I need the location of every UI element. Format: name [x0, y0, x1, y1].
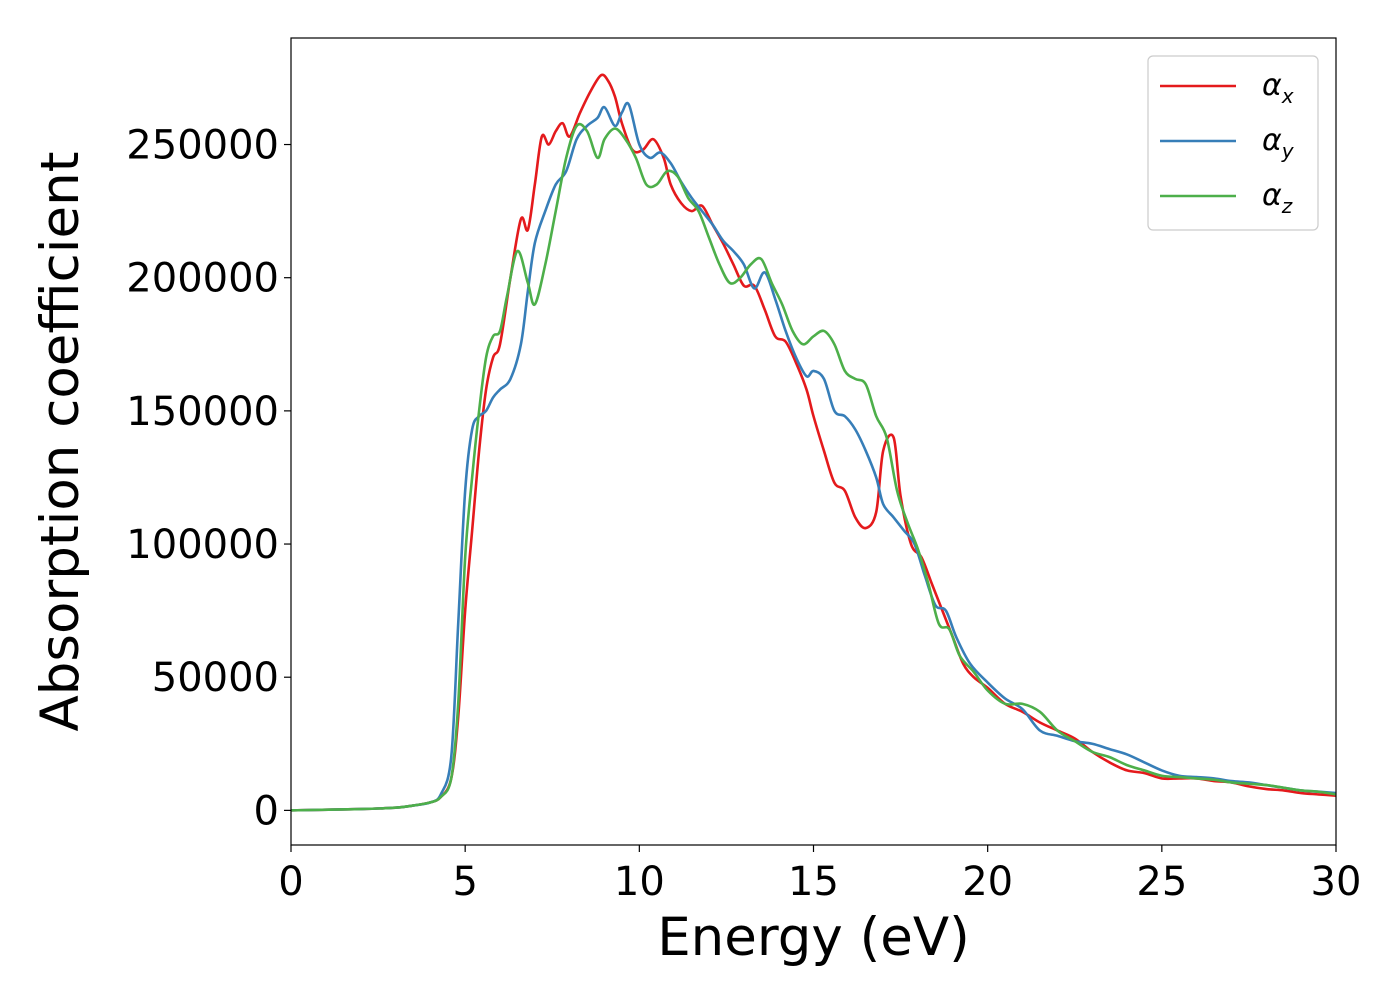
y-tick-label: 200000: [126, 256, 279, 302]
series-line-z: [290, 122, 1337, 812]
y-tick-label: 250000: [126, 123, 279, 169]
legend-box: [1147, 55, 1319, 231]
y-tick-label: 0: [254, 788, 279, 834]
x-tick-label: 5: [452, 859, 477, 905]
x-axis-title: Energy (eV): [657, 907, 970, 968]
y-axis-title: Absorption coefficient: [30, 152, 91, 732]
x-tick-label: 0: [278, 859, 303, 905]
y-tick-label: 100000: [126, 522, 279, 568]
legend-label-x: αx: [1262, 68, 1294, 108]
x-tick-label: 20: [962, 859, 1013, 905]
y-axis: 0 50000 100000 150000 200000 250000: [126, 123, 291, 834]
series-line-y: [290, 101, 1337, 812]
x-tick-label: 25: [1136, 859, 1187, 905]
x-tick-label: 10: [614, 859, 665, 905]
x-tick-label: 15: [788, 859, 839, 905]
legend-label-z: αz: [1262, 178, 1293, 218]
y-tick-label: 50000: [152, 655, 279, 701]
x-axis: 0 5 10 15 20 25 30: [278, 845, 1361, 905]
x-tick-label: 30: [1311, 859, 1362, 905]
y-tick-label: 150000: [126, 389, 279, 435]
legend-label-y: αy: [1262, 123, 1295, 163]
plot-lines: [290, 73, 1337, 812]
legend: αx αy αz: [1147, 55, 1319, 231]
